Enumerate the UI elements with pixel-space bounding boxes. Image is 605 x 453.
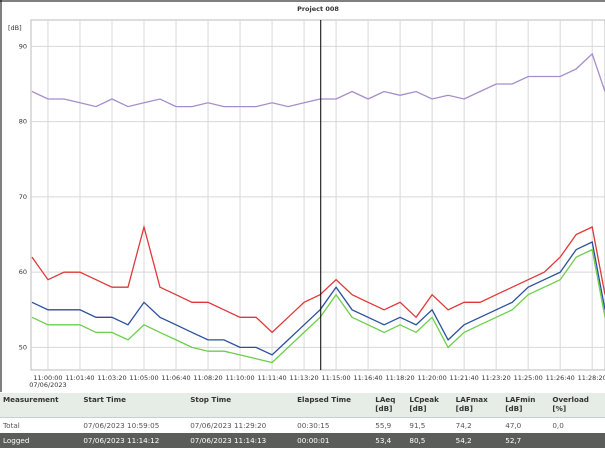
x-tick-label: 11:06:40 [161, 374, 190, 382]
table-cell: Total [3, 421, 20, 430]
table-cell: 47,0 [505, 421, 522, 430]
column-header: LAFmin [dB] [502, 393, 550, 418]
y-tick-label: 50 [19, 343, 27, 351]
series-line [31, 241, 605, 356]
results-table: Measurement Start Time Stop Time Elapsed Ti… [0, 393, 605, 448]
y-tick-label: 90 [19, 42, 27, 50]
table-cell: 55,9 [375, 421, 392, 430]
column-header: Start Time [80, 393, 188, 418]
column-header: LAFmax [dB] [452, 393, 503, 418]
x-tick-label: 11:18:20 [386, 374, 415, 382]
x-tick-label: 11:03:20 [97, 374, 126, 382]
table-row: Total 07/06/2023 10:59:05 07/06/2023 11:29… [0, 418, 605, 434]
table-cell: 91,5 [409, 421, 426, 430]
x-date-label: 07/06/2023 [29, 381, 66, 389]
chart: Project 008 [dB] 50 60 70 80 90 11:00:00 11:01… [0, 0, 605, 392]
x-tick-label: 11:00:00 [33, 374, 62, 382]
x-tick-label: 11:28:20 [578, 374, 605, 382]
table-cell: 53,4 [372, 433, 407, 448]
column-header: Elapsed Time [294, 393, 373, 418]
x-tick-label: 11:15:00 [321, 374, 350, 382]
y-tick-label: 80 [19, 118, 27, 126]
series-line [31, 224, 605, 334]
x-tick-label: 11:05:00 [129, 374, 158, 382]
x-tick-label: 11:08:20 [193, 374, 222, 382]
x-tick-label: 11:26:40 [546, 374, 575, 382]
table-cell: 07/06/2023 10:59:05 [83, 421, 160, 430]
column-header: Measurement [0, 393, 81, 418]
plot-frame [30, 19, 605, 371]
column-header: LCpeak [dB] [406, 393, 453, 418]
x-tick-label: 11:10:00 [225, 374, 254, 382]
x-tick-label: 11:11:40 [257, 374, 286, 382]
table-cell: 00:30:15 [297, 421, 330, 430]
table-cell: 52,7 [502, 433, 550, 448]
chart-title: Project 008 [297, 5, 339, 13]
x-tick-label: 11:20:00 [418, 374, 447, 382]
y-axis-label: [dB] [8, 24, 22, 32]
x-tick-label: 11:23:20 [482, 374, 511, 382]
y-tick-label: 60 [19, 268, 27, 276]
column-header: LAeq [dB] [372, 393, 407, 418]
table-cell: 80,5 [406, 433, 453, 448]
column-header: Stop Time [187, 393, 295, 418]
table-cell: 07/06/2023 11:14:12 [80, 433, 188, 448]
table-cell: 00:00:01 [294, 433, 373, 448]
table-cell: 54,2 [452, 433, 503, 448]
x-tick-label: 11:16:40 [353, 374, 382, 382]
series-line [31, 52, 605, 108]
table-row: Logged 07/06/2023 11:14:12 07/06/2023 11:1… [0, 433, 605, 448]
table-cell: 07/06/2023 11:14:13 [187, 433, 295, 448]
x-tick-label: 11:01:40 [65, 374, 94, 382]
table-cell: 0,0 [552, 421, 564, 430]
table-cell [549, 433, 605, 448]
column-header: Overload [%] [549, 393, 605, 418]
x-tick-label: 11:25:00 [514, 374, 543, 382]
table-cell: Logged [0, 433, 81, 448]
x-tick-label: 11:13:20 [289, 374, 318, 382]
table-cell: 07/06/2023 11:29:20 [190, 421, 267, 430]
x-tick-label: 11:21:40 [450, 374, 479, 382]
series-line [31, 248, 605, 364]
y-tick-label: 70 [19, 193, 27, 201]
table-cell: 74,2 [455, 421, 472, 430]
